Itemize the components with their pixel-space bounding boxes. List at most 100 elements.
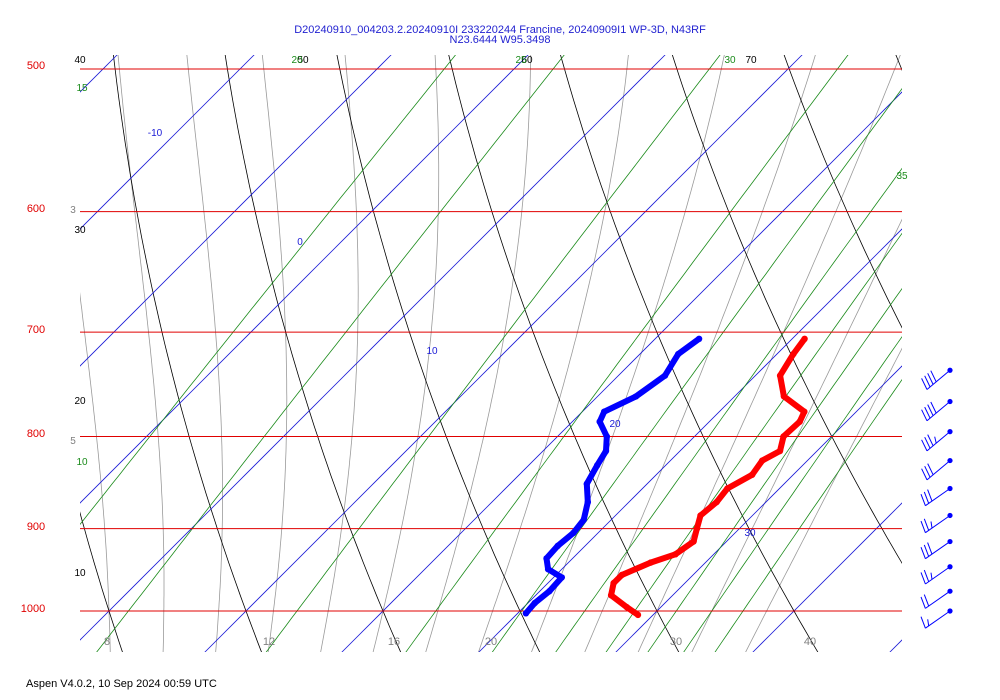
moist-adiabat-line xyxy=(425,55,532,652)
wind-barb xyxy=(921,398,953,422)
temperature-trace-point xyxy=(623,603,630,611)
wind-barb-staff xyxy=(926,369,951,390)
dewpoint-trace-point xyxy=(584,498,591,506)
temperature-tick-label: 12 xyxy=(263,636,275,648)
dewpoint-trace-point xyxy=(570,529,577,537)
temperature-tick-label: 30 xyxy=(670,636,682,648)
temperature-tick-label: 20 xyxy=(485,636,497,648)
wind-barb-staff xyxy=(925,590,951,609)
dry-adiabat-label: 60 xyxy=(521,55,533,66)
moist-adiabat-line xyxy=(186,55,224,652)
wind-barb-station xyxy=(947,608,953,614)
isotherm-line xyxy=(889,639,902,652)
wind-barb-feather xyxy=(921,409,928,422)
temperature-tick-label: 8 xyxy=(104,636,110,648)
dry-adiabat-label: 40 xyxy=(74,55,86,66)
moist-adiabat-line xyxy=(478,55,629,652)
wind-barb-feather xyxy=(934,436,937,444)
temperature-trace-point xyxy=(801,335,808,342)
wind-barb-station xyxy=(947,538,953,545)
temperature-trace-point xyxy=(780,393,788,400)
dewpoint-trace-point xyxy=(580,516,587,524)
wind-barb-feather xyxy=(920,547,926,559)
temperature-trace-point xyxy=(790,350,797,358)
profile-traces xyxy=(522,335,808,619)
dry-adiabat-label: 30 xyxy=(74,225,86,236)
dewpoint-trace-point xyxy=(546,588,553,595)
pressure-tick-label: 500 xyxy=(27,60,45,72)
isobars xyxy=(80,68,902,612)
chart-labels: 500 600 700 800 900 1000 8 12 16 20 30 4… xyxy=(21,55,908,648)
wind-barb-feather xyxy=(921,378,928,390)
wind-barb-station xyxy=(947,512,953,519)
wind-barb-feather xyxy=(923,544,930,557)
moist-adiabat-line xyxy=(531,55,725,652)
wind-barb-feather xyxy=(920,494,926,506)
temperature-trace xyxy=(608,337,808,618)
wind-barb xyxy=(920,588,953,609)
wind-barb-feather xyxy=(923,491,930,504)
isotherm-line xyxy=(80,55,666,641)
mixing-ratio-label: 20 xyxy=(291,55,303,66)
wind-barb-station xyxy=(947,457,953,464)
dewpoint-trace-point xyxy=(558,574,565,581)
dewpoint-trace-point xyxy=(583,480,590,488)
isotherm-label: 0 xyxy=(297,237,303,248)
wind-barb-feather xyxy=(927,404,934,416)
wind-barb-feather xyxy=(921,439,928,452)
footer-version-text: Aspen V4.0.2, 10 Sep 2024 00:59 UTC xyxy=(26,678,217,690)
dry-adiabat-label: 10 xyxy=(74,568,86,579)
mixing-ratio-line xyxy=(683,336,902,652)
wind-barb-feather xyxy=(930,572,933,580)
wind-barb-feather xyxy=(923,518,930,531)
isotherm-line xyxy=(615,365,902,652)
isotherm-line xyxy=(341,91,902,652)
dewpoint-trace-point xyxy=(603,433,610,440)
moist-adiabat-line xyxy=(261,55,288,652)
mixing-ratio-label: 25 xyxy=(515,55,527,66)
pressure-tick-label: 800 xyxy=(27,428,45,440)
temperature-trace-point xyxy=(776,372,784,379)
dewpoint-trace-point xyxy=(594,462,601,469)
mixing-ratio-label: 10 xyxy=(76,457,88,468)
moist-adiabat-line xyxy=(80,291,111,652)
wind-barb xyxy=(921,429,953,452)
isotherm-label: -10 xyxy=(148,128,163,139)
isotherm-label: 30 xyxy=(744,528,756,539)
temperature-trace-point xyxy=(618,571,625,579)
dewpoint-trace-point xyxy=(632,393,640,400)
temperature-trace-point xyxy=(634,611,642,619)
wind-barb-staff xyxy=(925,541,951,560)
moist-adiabats xyxy=(80,55,902,652)
dewpoint-trace-point xyxy=(695,335,703,342)
wind-barb-feather xyxy=(927,489,933,502)
dewpoint-trace-point xyxy=(601,408,608,415)
chart-title-line-2: N23.6444 W95.3498 xyxy=(449,34,551,46)
dewpoint-trace-point xyxy=(544,566,552,573)
wind-barb-staff xyxy=(926,431,951,452)
dewpoint-trace-point xyxy=(661,372,669,379)
dry-adiabat-line xyxy=(671,55,902,564)
wind-barb xyxy=(920,608,953,629)
wind-barb-staff xyxy=(925,488,951,507)
dewpoint-trace-point xyxy=(602,447,610,455)
wind-barb-feather xyxy=(920,616,926,629)
pressure-tick-label: 600 xyxy=(27,203,45,215)
temperature-trace-point xyxy=(697,512,704,519)
mixing-ratio-line xyxy=(714,378,902,652)
wind-barb-staff xyxy=(926,401,951,422)
dry-adiabat-label: 50 xyxy=(297,55,309,66)
wind-barb-staff xyxy=(925,566,951,585)
wind-barb xyxy=(920,564,953,585)
wind-barb-feather xyxy=(924,375,931,388)
mixing-ratio-line xyxy=(80,55,456,526)
wind-barb-feather xyxy=(927,463,934,475)
wind-barb-feather xyxy=(920,520,926,533)
mixing-ratio-line xyxy=(96,55,565,652)
wind-barb-staff xyxy=(925,610,951,629)
wind-barb-station xyxy=(947,398,953,405)
mixing-ratio-label: 35 xyxy=(896,171,908,182)
isotherm-line xyxy=(80,55,118,93)
temperature-trace-point xyxy=(607,592,615,599)
wind-barb-feather xyxy=(930,401,937,414)
